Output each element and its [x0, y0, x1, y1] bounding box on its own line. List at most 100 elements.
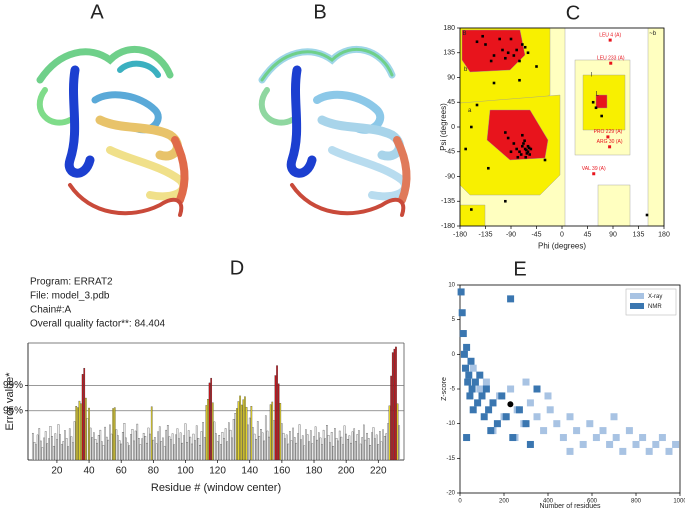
- point: [606, 440, 614, 448]
- bar: [179, 432, 182, 461]
- bar: [316, 439, 319, 461]
- bar: [149, 433, 151, 461]
- point: [501, 48, 504, 52]
- bar: [248, 417, 251, 461]
- bar: [110, 433, 113, 461]
- x-tick-label: 120: [209, 466, 226, 477]
- bar: [253, 433, 256, 461]
- bar: [65, 438, 68, 461]
- panel-label: A: [90, 1, 104, 23]
- bar: [138, 438, 140, 461]
- bar: [385, 433, 388, 461]
- bar: [301, 435, 304, 461]
- point: [518, 59, 521, 63]
- point: [525, 148, 528, 152]
- point: [464, 147, 467, 151]
- bar: [208, 382, 211, 461]
- x-tick-label: -90: [506, 231, 516, 238]
- legend-label: NMR: [648, 304, 662, 310]
- bar: [105, 436, 108, 461]
- point: [504, 131, 507, 134]
- bar: [187, 430, 190, 461]
- bar: [361, 437, 364, 461]
- legend-swatch: [630, 303, 644, 309]
- bar: [118, 440, 121, 461]
- point: [498, 37, 501, 41]
- point: [566, 413, 574, 421]
- bar: [271, 401, 274, 461]
- bar: [326, 425, 328, 461]
- x-tick-label: 600: [587, 498, 598, 504]
- y-axis-label: Psi (degrees): [439, 103, 448, 151]
- bar: [104, 426, 106, 461]
- y-tick-label: -135: [441, 198, 455, 205]
- point: [506, 51, 510, 55]
- bar: [395, 346, 397, 461]
- bar: [229, 429, 232, 461]
- point: [652, 440, 660, 448]
- protein-structure: [258, 45, 411, 217]
- bar: [223, 438, 225, 461]
- plot-frame: [459, 284, 681, 494]
- bar: [99, 429, 102, 461]
- bar: [80, 403, 82, 461]
- bar: [289, 431, 291, 461]
- point: [566, 447, 574, 455]
- bar: [263, 440, 266, 461]
- bar: [33, 442, 36, 461]
- point: [489, 59, 493, 63]
- point: [480, 413, 488, 421]
- bar: [396, 403, 399, 461]
- bar: [367, 438, 370, 461]
- point: [526, 150, 530, 154]
- x-axis-label: Number of residues: [539, 503, 601, 509]
- bar: [300, 439, 302, 461]
- bar: [221, 432, 224, 461]
- bar: [351, 431, 354, 461]
- point-label: ARG 30 (A): [597, 139, 623, 145]
- point: [465, 371, 473, 379]
- x-tick-label: 200: [338, 466, 355, 477]
- x-tick-label: 800: [631, 498, 642, 504]
- point: [509, 37, 513, 41]
- x-axis-label: Phi (degrees): [538, 241, 586, 250]
- point: [516, 155, 520, 159]
- bar: [319, 437, 322, 461]
- bar: [335, 438, 338, 461]
- point: [526, 399, 534, 407]
- bar: [364, 439, 367, 461]
- y-axis-label: Error value*: [4, 372, 16, 431]
- legend-label: X-ray: [648, 294, 662, 300]
- model-point: [507, 401, 514, 408]
- point: [591, 100, 595, 104]
- point: [526, 144, 530, 148]
- y-tick-label: 99%: [3, 380, 23, 391]
- point: [546, 406, 554, 414]
- point-label: PRO 229 (A): [594, 129, 623, 135]
- bar: [236, 408, 238, 461]
- point: [529, 147, 533, 151]
- labeled-point: [592, 172, 596, 176]
- bar: [197, 438, 200, 461]
- bar: [330, 432, 333, 461]
- point: [586, 420, 594, 428]
- bar: [327, 435, 330, 461]
- bar: [171, 433, 174, 461]
- bar: [150, 406, 153, 461]
- bar: [273, 420, 275, 461]
- x-tick-label: 20: [51, 466, 63, 477]
- point: [645, 447, 653, 455]
- bar: [191, 443, 193, 461]
- bar: [256, 421, 259, 461]
- bar: [277, 383, 280, 461]
- bar: [141, 438, 143, 461]
- bar: [56, 439, 58, 461]
- bar: [189, 436, 192, 461]
- point: [504, 199, 507, 203]
- bar: [200, 431, 203, 461]
- bar: [228, 422, 230, 461]
- x-tick-label: 220: [370, 466, 387, 477]
- bar: [194, 440, 196, 461]
- point: [512, 54, 516, 57]
